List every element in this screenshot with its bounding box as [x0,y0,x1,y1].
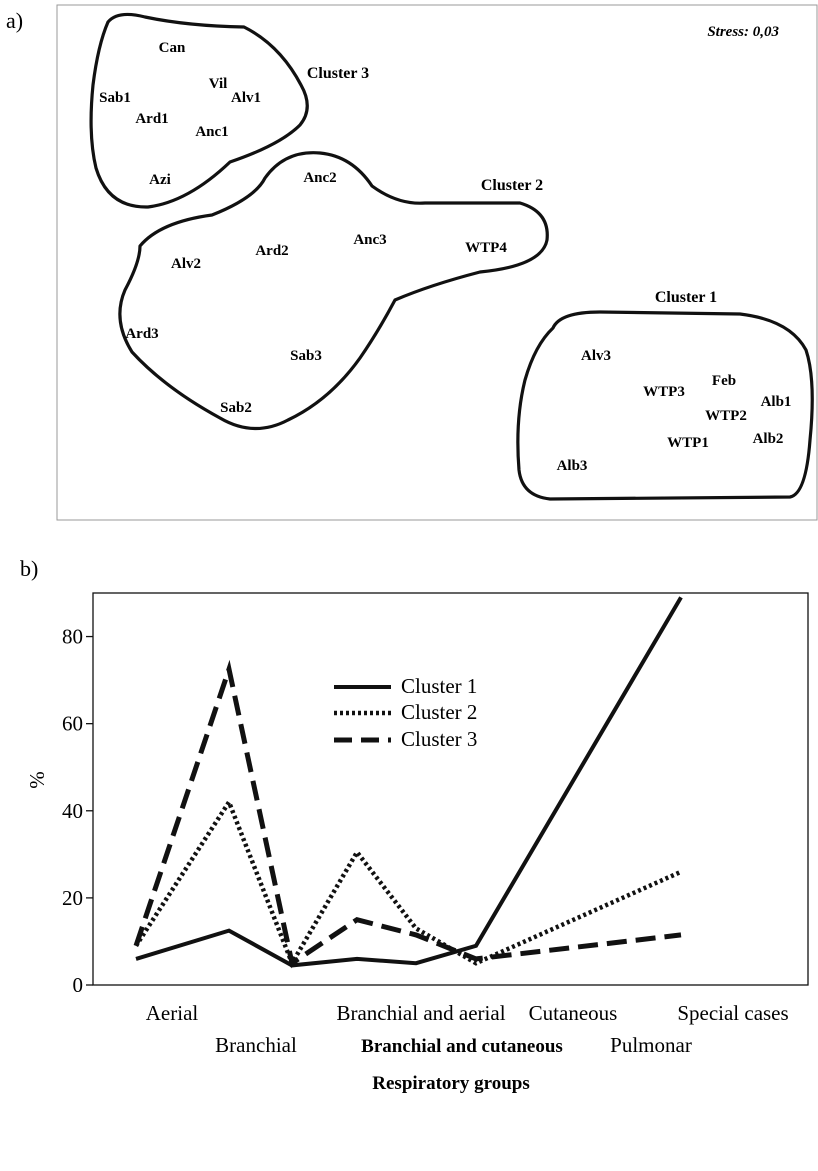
x-tick-label: Cutaneous [529,1001,618,1025]
panel-b-label: b) [20,556,38,581]
series-2-line [134,797,682,969]
site-label-wtp3: WTP3 [643,384,685,400]
site-label-sab1: Sab1 [99,90,131,106]
cluster-3-outline [89,12,309,209]
x-tick-label: Branchial and aerial [336,1001,505,1025]
site-label-azi: Azi [149,172,171,188]
y-tick-label: 60 [62,712,83,736]
panel-a: a) Stress: 0,03 Cluster 1 Alv3 WTP3 Feb WTP2 Al… [6,4,818,521]
stress-label: Stress: 0,03 [707,24,779,40]
panel-a-frame [56,4,818,521]
series-1-line [135,596,683,968]
y-tick-label: 80 [62,625,83,649]
site-label-ard1: Ard1 [135,111,168,127]
plot-frame [92,592,809,986]
y-tick-label: 20 [62,886,83,910]
site-label-wtp4: WTP4 [465,240,507,256]
y-axis-title: % [25,771,49,789]
x-tick-label: Branchial and cutaneous [361,1036,563,1057]
x-tick-label: Pulmonar [610,1033,692,1057]
x-tick-label: Special cases [677,1001,788,1025]
site-label-can: Can [159,40,186,56]
site-label-anc3: Anc3 [353,232,386,248]
cluster-1-outline [516,310,814,501]
legend-label-3: Cluster 3 [401,727,477,751]
site-label-sab3: Sab3 [290,348,322,364]
site-label-ard2: Ard2 [255,243,288,259]
y-tick-label: 0 [73,973,84,997]
legend-label-1: Cluster 1 [401,674,477,698]
legend-label-2: Cluster 2 [401,700,477,724]
site-label-wtp2: WTP2 [705,408,747,424]
panel-b: b) 0 20 40 60 80 Aerial Branchial Branchial and … [20,556,809,1094]
cluster-1-label: Cluster 1 [655,289,717,306]
y-tick-label: 40 [62,799,83,823]
site-label-alv3: Alv3 [581,348,611,364]
site-label-alb1: Alb1 [761,394,792,410]
x-tick-label: Aerial [146,1001,199,1025]
series-3-line [133,659,682,968]
site-label-wtp1: WTP1 [667,435,709,451]
cluster-3-label: Cluster 3 [307,65,369,82]
site-label-alb3: Alb3 [557,458,588,474]
site-label-feb: Feb [712,373,736,389]
site-label-anc2: Anc2 [303,170,336,186]
site-label-alv1: Alv1 [231,90,261,106]
site-label-alv2: Alv2 [171,256,201,272]
cluster-2-outline [118,151,549,431]
site-label-vil: Vil [209,76,228,92]
cluster-2-label: Cluster 2 [481,177,543,194]
x-axis-title: Respiratory groups [372,1073,529,1094]
site-label-anc1: Anc1 [195,124,228,140]
x-tick-label: Branchial [215,1033,297,1057]
site-label-ard3: Ard3 [125,326,158,342]
site-label-sab2: Sab2 [220,400,252,416]
site-label-alb2: Alb2 [753,431,784,447]
panel-a-label: a) [6,8,23,33]
